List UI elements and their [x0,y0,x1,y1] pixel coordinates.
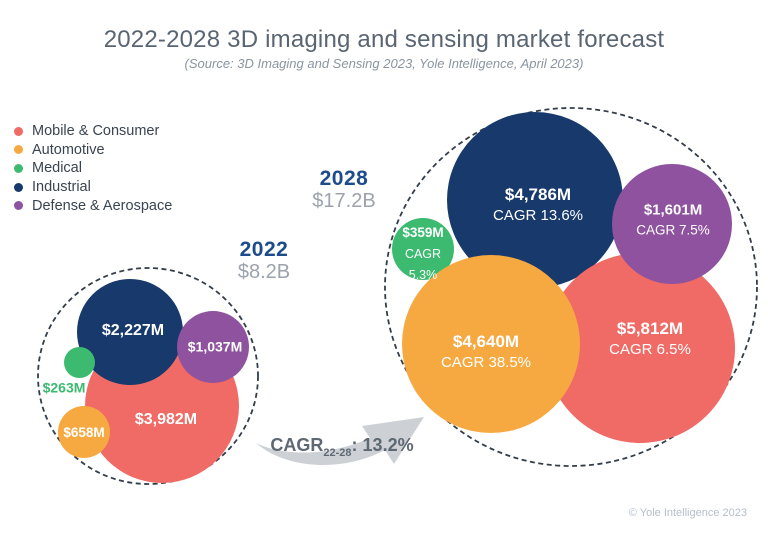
year-label-2028: 2028 $17.2B [312,167,375,213]
copyright-notice: © Yole Intelligence 2023 [628,507,747,519]
bubble-label-2022-automotive: $658M [63,424,105,440]
bubble-2022-industrial [77,279,183,385]
legend-dot-defense-aerospace-icon [14,201,23,211]
total-2022: $8.2B [237,261,291,283]
growth-arrow-icon [256,417,424,466]
growth-arrow-shape [256,417,424,466]
legend-dot-industrial-icon [14,182,23,192]
bubble-label-2022-mobile-consumer: $3,982M [134,411,198,429]
dashed-boundary-2022 [37,267,259,485]
bubble-label-2028-industrial: $4,786M CAGR 13.6% [492,184,584,224]
page-subtitle: (Source: 3D Imaging and Sensing 2023, Yo… [184,56,584,71]
year-2028: 2028 [319,167,369,190]
bubble-2028-automotive [402,255,580,433]
bubble-2022-defense-aerospace [177,311,249,383]
legend-dot-mobile-consumer-icon [14,126,23,136]
total-2028: $17.2B [312,190,376,212]
bubble-label-2022-defense-aerospace: $1,037M [187,338,243,355]
legend-dot-medical-icon [14,163,23,173]
bubble-label-2028-mobile-consumer: $5,812M CAGR 6.5% [609,318,691,358]
bubble-label-2028-automotive: $4,640M CAGR 38.5% [440,331,532,371]
legend-item-medical: Medical [14,159,172,178]
legend-label-medical: Medical [32,160,82,177]
dashed-boundary-2028 [384,107,758,467]
legend-label-mobile-consumer: Mobile & Consumer [32,123,160,140]
legend-dot-automotive-icon [14,145,23,155]
bubble-label-2022-medical: $263M [42,379,86,396]
legend-label-automotive: Automotive [32,141,105,158]
bubble-2022-medical [64,347,95,378]
bubble-label-2028-defense-aerospace: $1,601M CAGR 7.5% [636,201,710,237]
legend-item-industrial: Industrial [14,178,172,197]
page-title: 2022-2028 3D imaging and sensing market … [103,26,665,53]
legend-item-defense-aerospace: Defense & Aerospace [14,196,172,215]
bubble-label-2028-medical: $359M CAGR 5.3% [402,224,444,282]
legend-label-industrial: Industrial [32,179,91,196]
overall-cagr-label: CAGR22-28: 13.2% [270,435,414,459]
legend-item-mobile-consumer: Mobile & Consumer [14,122,172,141]
bubble-2028-defense-aerospace [612,164,732,284]
legend-label-defense-aerospace: Defense & Aerospace [32,197,173,214]
year-2022: 2022 [239,238,289,261]
legend-item-automotive: Automotive [14,141,172,160]
year-label-2022: 2022 $8.2B [238,238,290,284]
bubble-2022-automotive [58,406,110,458]
bubble-label-2022-industrial: $2,227M [101,322,165,340]
legend: Mobile & Consumer Automotive Medical Ind… [14,122,172,215]
